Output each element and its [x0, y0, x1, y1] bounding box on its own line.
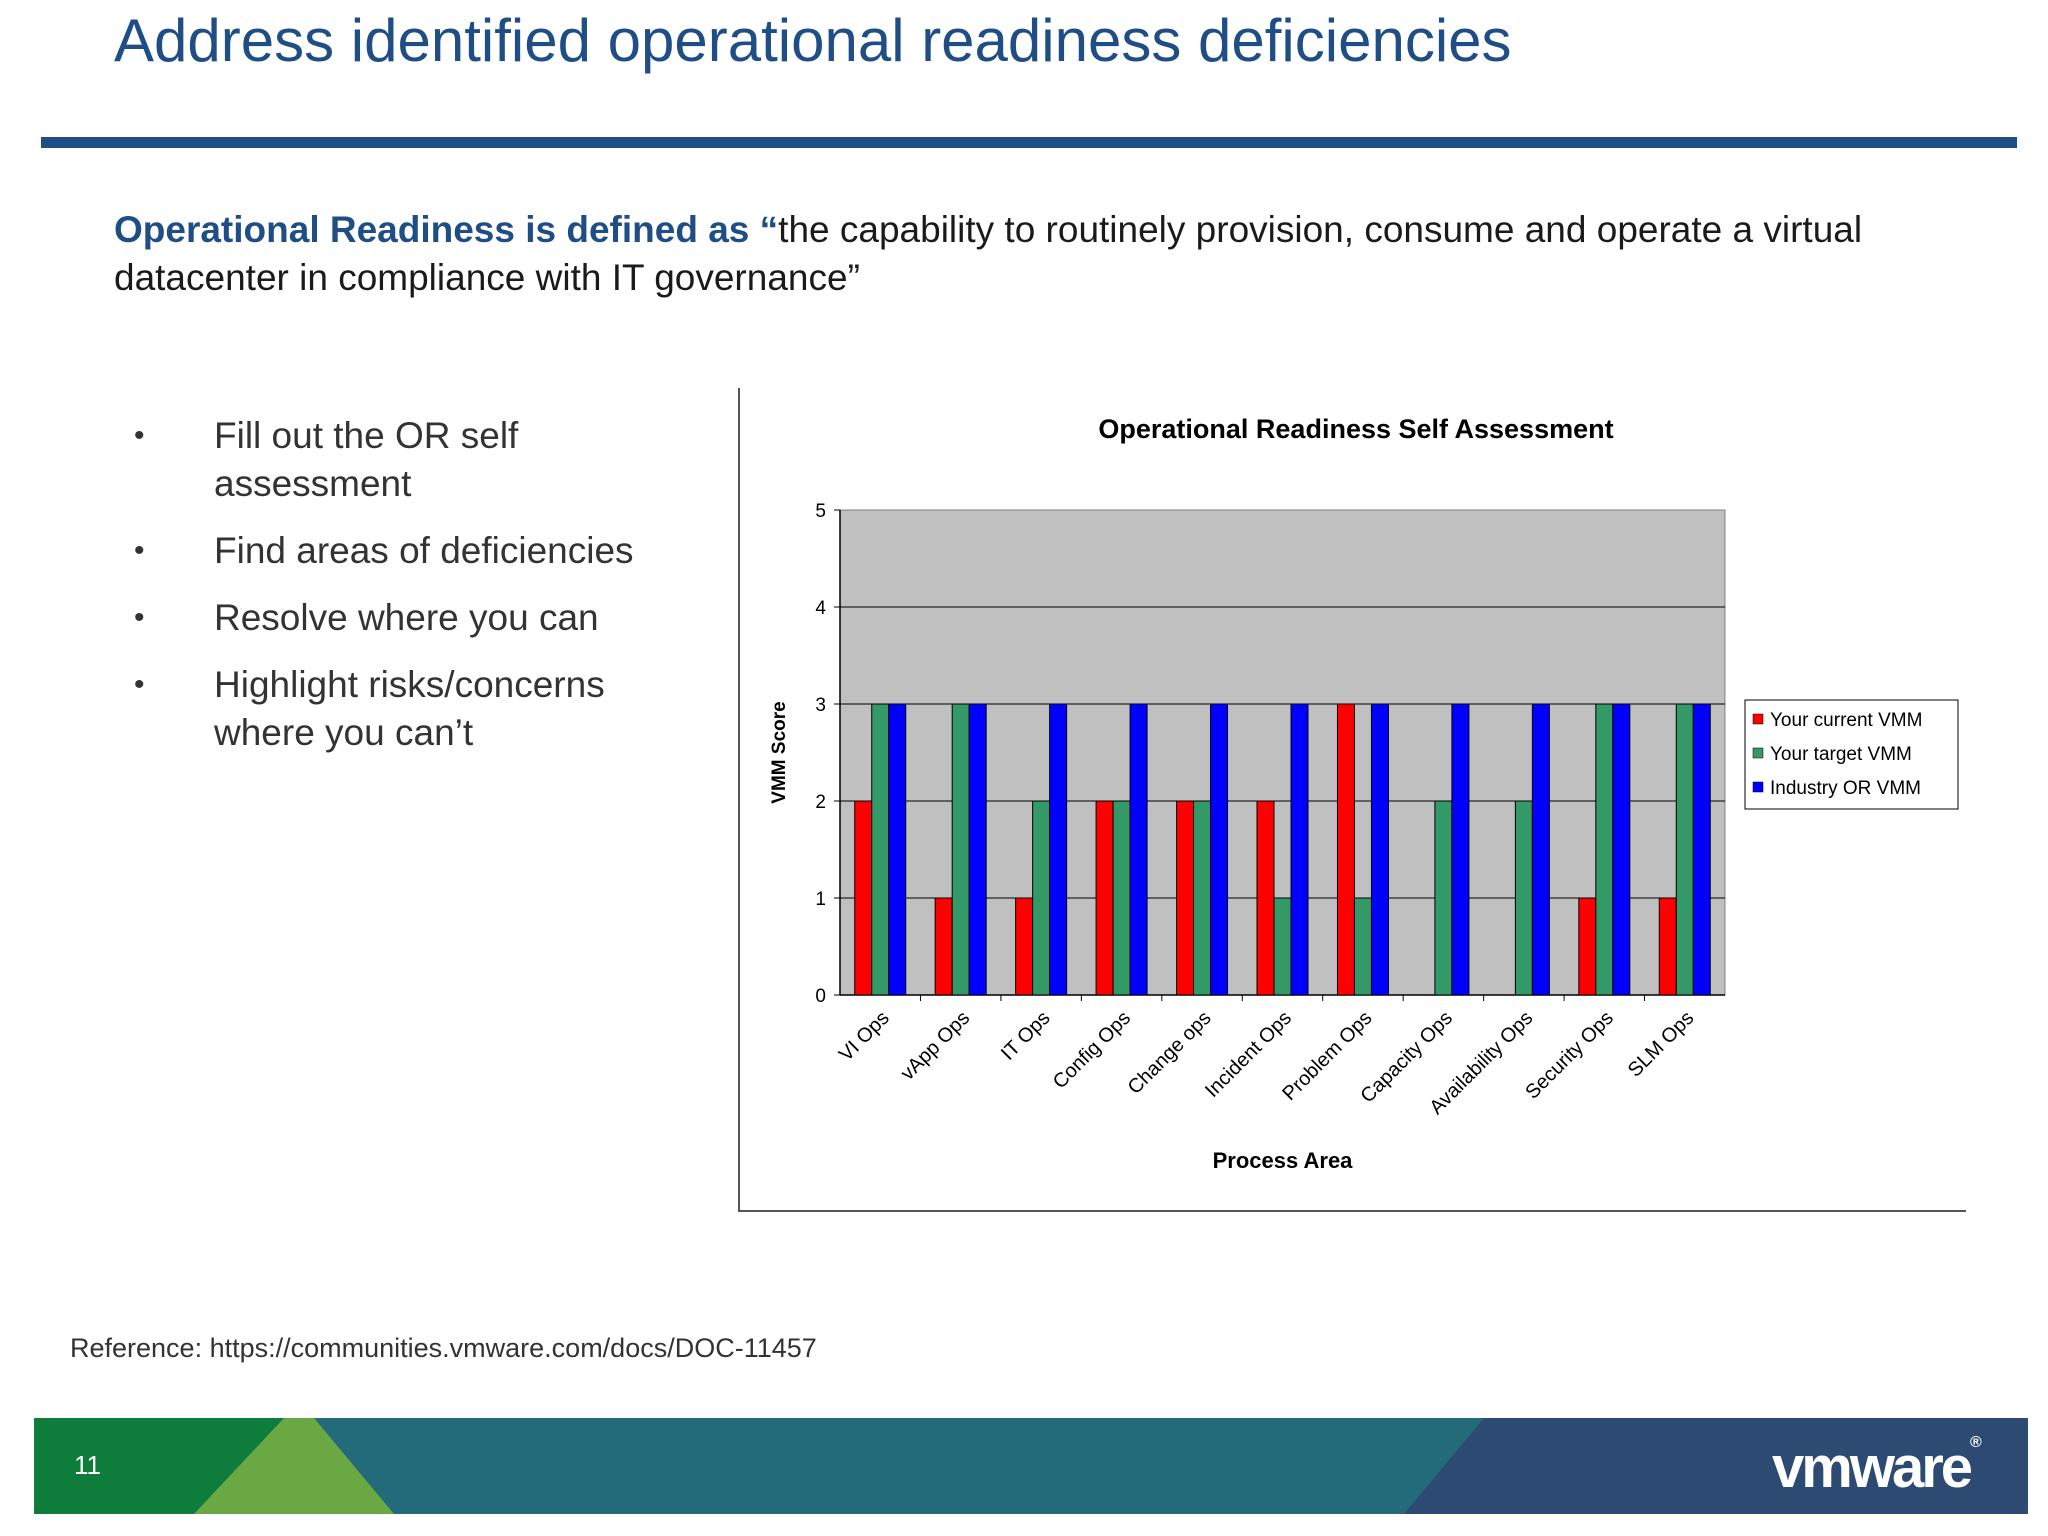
- bar-target: [1675, 703, 1694, 996]
- vmware-logo-text: vmware: [1772, 1435, 1973, 1500]
- definition-lead: Operational Readiness is defined as “: [114, 209, 779, 250]
- bar-target: [1434, 800, 1453, 996]
- bar-target: [1112, 800, 1131, 996]
- bar-current: [1578, 897, 1597, 996]
- y-tick-label: 0: [815, 986, 826, 1007]
- bar-target: [1273, 897, 1292, 996]
- bar-current: [854, 800, 873, 996]
- footer-graphic: [34, 1418, 2028, 1514]
- reference-text: Reference: https://communities.vmware.co…: [70, 1333, 817, 1363]
- y-axis-label: VMM Score: [769, 701, 790, 803]
- legend-label: Your current VMM: [1770, 710, 1922, 731]
- bar-industry: [1049, 703, 1068, 996]
- chart-title: Operational Readiness Self Assessment: [1098, 414, 1613, 444]
- title-rule: [41, 137, 2017, 148]
- bullet-text: Find areas of deficiencies: [214, 530, 634, 571]
- x-tick-label: IT Ops: [997, 1007, 1055, 1065]
- legend-box: [1744, 699, 1959, 810]
- bar-industry: [1612, 703, 1631, 996]
- x-tick-label: Config Ops: [1049, 1007, 1135, 1093]
- bar-target: [1193, 800, 1212, 996]
- bar-current: [1336, 703, 1355, 996]
- bar-target: [1595, 703, 1614, 996]
- y-tick-label: 5: [815, 501, 826, 522]
- legend-swatch: [1752, 713, 1764, 725]
- y-tick-label: 1: [815, 889, 826, 910]
- bar-industry: [888, 703, 907, 996]
- vmware-logo: vmware®: [1772, 1434, 1982, 1501]
- bullet-text: Resolve where you can: [214, 597, 599, 638]
- bullet-dot: •: [134, 534, 145, 567]
- legend-swatch: [1752, 747, 1764, 759]
- footer-green-block: [34, 1418, 284, 1514]
- x-tick-label: SLM Ops: [1624, 1007, 1699, 1082]
- bar-current: [934, 897, 953, 996]
- bar-industry: [1451, 703, 1470, 996]
- bullet-dot: •: [134, 601, 145, 634]
- bullet-dot: •: [134, 419, 145, 452]
- vmm-bar-chart: Operational Readiness Self Assessment 0 1 2…: [769, 414, 1959, 1173]
- definition-text: Operational Readiness is defined as “the…: [114, 206, 1954, 302]
- bar-industry: [1370, 703, 1389, 996]
- bar-industry: [1290, 703, 1309, 996]
- chart-frame: Operational Readiness Self Assessment 0 1 2…: [738, 388, 1966, 1212]
- bullet-text: Highlight risks/concerns where you can’t: [214, 664, 605, 753]
- bullet-item: • Fill out the OR self assessment: [134, 412, 694, 508]
- bar-current: [1256, 800, 1275, 996]
- slide-title: Address identified operational readiness…: [114, 7, 1512, 74]
- bar-industry: [1129, 703, 1148, 996]
- bar-industry: [1210, 703, 1229, 996]
- bar-target: [1032, 800, 1051, 996]
- bullet-dot: •: [134, 668, 145, 701]
- definition-body: the capability to routinely provision, c…: [114, 209, 1863, 298]
- bullet-item: • Highlight risks/concerns where you can’…: [134, 661, 694, 757]
- legend-swatch: [1752, 781, 1764, 793]
- y-tick-label: 3: [815, 695, 826, 716]
- bar-industry: [1531, 703, 1550, 996]
- bar-target: [951, 703, 970, 996]
- footer-navy-block: [1404, 1418, 2028, 1514]
- y-tick-label: 2: [815, 792, 826, 813]
- footer-light-green-triangle: [194, 1418, 394, 1514]
- page-number: 11: [74, 1450, 101, 1480]
- bullet-text: Fill out the OR self assessment: [214, 415, 519, 504]
- bar-current: [1095, 800, 1114, 996]
- bar-current: [1658, 897, 1677, 996]
- bullet-item: • Resolve where you can: [134, 594, 694, 642]
- bar-target: [1514, 800, 1533, 996]
- legend-label: Industry OR VMM: [1770, 778, 1921, 799]
- bullet-item: • Find areas of deficiencies: [134, 527, 694, 575]
- legend-label: Your target VMM: [1770, 744, 1912, 765]
- bar-target: [871, 703, 890, 996]
- x-tick-label: VI Ops: [835, 1007, 894, 1066]
- registered-mark: ®: [1970, 1434, 1982, 1451]
- x-tick-label: vApp Ops: [897, 1007, 975, 1085]
- bar-current: [1015, 897, 1034, 996]
- x-axis-label: Process Area: [1213, 1148, 1354, 1173]
- bullet-list: • Fill out the OR self assessment • Find a…: [134, 412, 694, 776]
- bar-industry: [1692, 703, 1711, 996]
- bar-industry: [968, 703, 987, 996]
- bar-current: [1176, 800, 1195, 996]
- y-tick-label: 4: [815, 598, 826, 619]
- footer-bar: [34, 1418, 2028, 1514]
- bar-target: [1353, 897, 1372, 996]
